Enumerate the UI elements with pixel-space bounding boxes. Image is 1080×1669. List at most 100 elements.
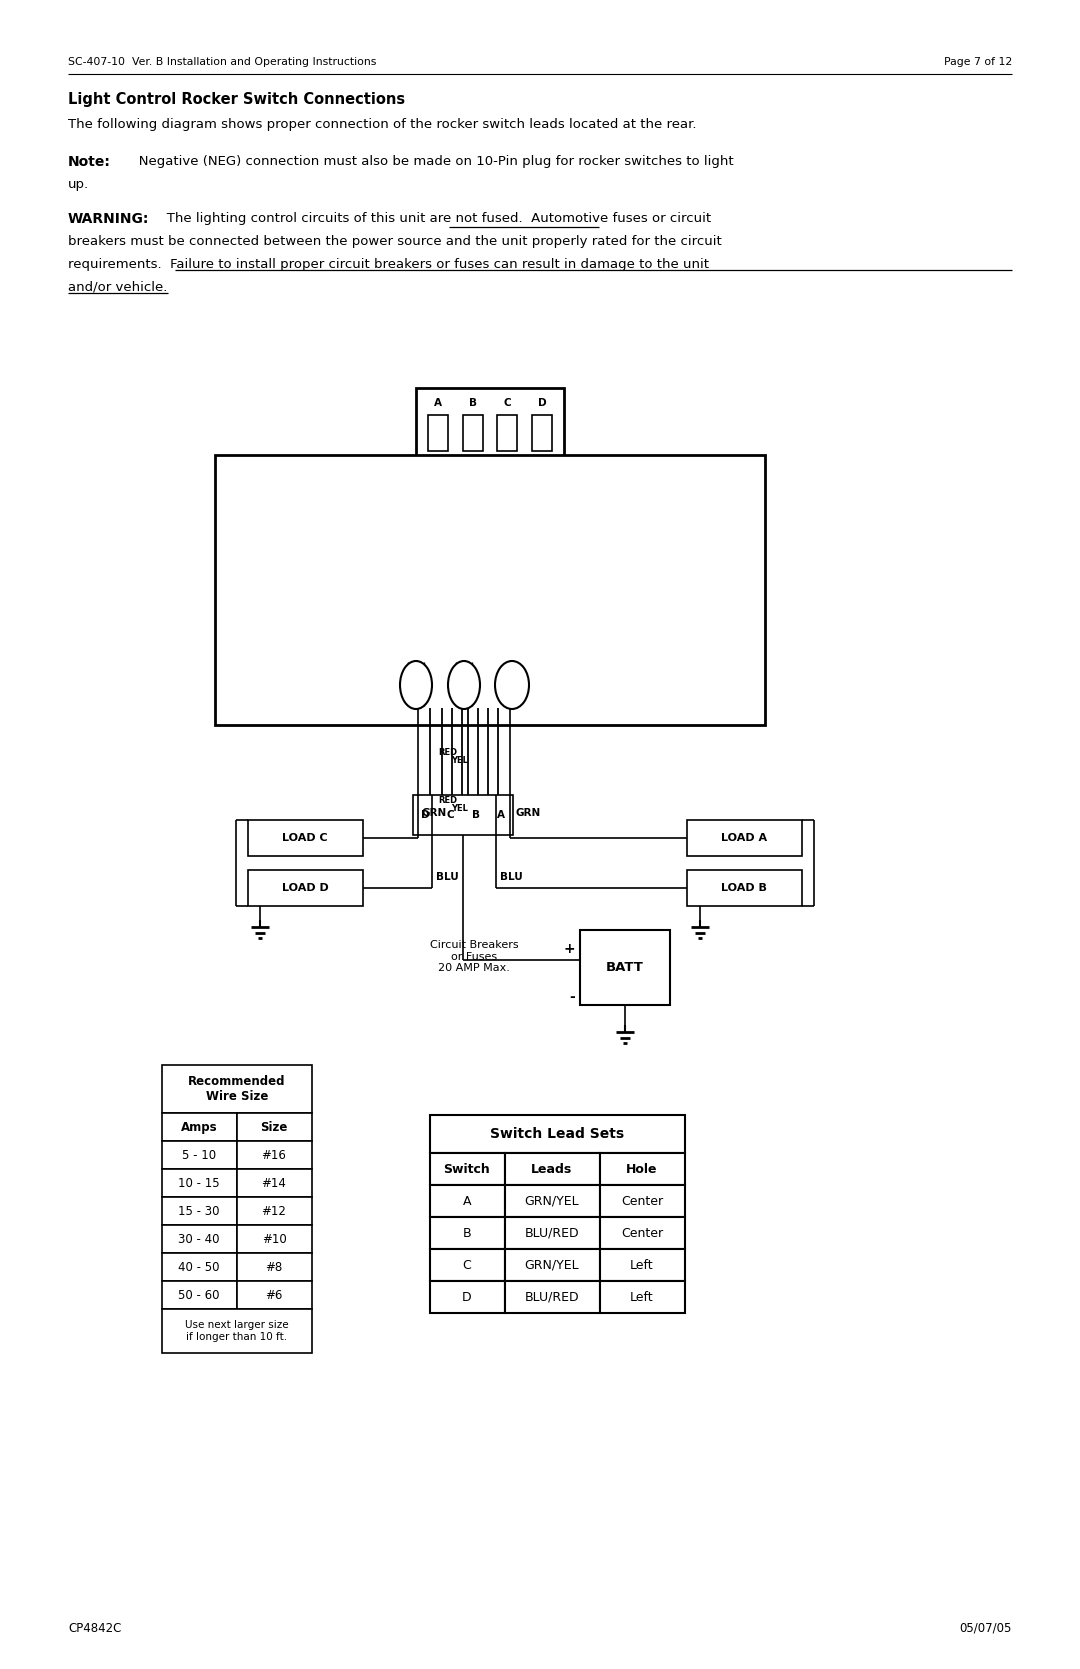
Bar	[162, 1282, 237, 1308]
Text: Center: Center	[621, 1195, 663, 1207]
Bar	[687, 819, 802, 856]
Bar	[416, 387, 564, 462]
Bar	[505, 1217, 600, 1248]
Text: 10 - 15: 10 - 15	[178, 1177, 220, 1190]
Text: CP4842C: CP4842C	[68, 1622, 121, 1634]
Bar	[430, 1248, 505, 1282]
Bar	[162, 1253, 237, 1282]
Text: #12: #12	[261, 1205, 286, 1217]
Bar	[532, 416, 552, 451]
Text: #6: #6	[266, 1288, 283, 1302]
Text: RED: RED	[438, 796, 457, 804]
Text: LOAD C: LOAD C	[282, 833, 328, 843]
Text: #14: #14	[261, 1177, 286, 1190]
Text: 5 - 10: 5 - 10	[181, 1148, 216, 1162]
Text: The lighting control circuits of this unit are not fused.  Automotive fuses or c: The lighting control circuits of this un…	[154, 212, 711, 225]
Bar	[687, 870, 802, 906]
Bar	[237, 1253, 312, 1282]
Text: Use next larger size
if longer than 10 ft.: Use next larger size if longer than 10 f…	[185, 1320, 288, 1342]
Bar	[237, 1168, 312, 1197]
Bar	[505, 1185, 600, 1217]
Bar	[580, 930, 670, 1005]
Text: BLU: BLU	[500, 871, 523, 881]
Ellipse shape	[448, 661, 480, 709]
Text: BLU/RED: BLU/RED	[525, 1227, 579, 1240]
Text: D: D	[462, 1290, 472, 1303]
Bar	[463, 416, 483, 451]
Text: Switch: Switch	[444, 1163, 490, 1175]
Text: GRN: GRN	[515, 808, 540, 818]
Text: YEL: YEL	[451, 756, 468, 764]
Text: LOAD A: LOAD A	[721, 833, 767, 843]
Text: BLU: BLU	[436, 871, 459, 881]
Text: 15 - 30: 15 - 30	[178, 1205, 219, 1217]
Text: Light Control Rocker Switch Connections: Light Control Rocker Switch Connections	[68, 92, 405, 107]
Text: Negative (NEG) connection must also be made on 10-Pin plug for rocker switches t: Negative (NEG) connection must also be m…	[126, 155, 733, 169]
Bar	[600, 1248, 685, 1282]
Text: RED: RED	[438, 748, 457, 756]
Text: -: -	[569, 990, 575, 1005]
Bar	[237, 1197, 312, 1225]
Bar	[430, 1217, 505, 1248]
Text: Hole: Hole	[626, 1163, 658, 1175]
Bar	[162, 1197, 237, 1225]
Text: D: D	[538, 397, 546, 407]
Bar	[497, 416, 517, 451]
Bar	[237, 1113, 312, 1142]
Text: B: B	[472, 809, 480, 819]
Text: Size: Size	[260, 1120, 287, 1133]
Text: A: A	[462, 1195, 471, 1207]
Bar	[600, 1282, 685, 1314]
Text: 40 - 50: 40 - 50	[178, 1260, 219, 1273]
Text: #16: #16	[261, 1148, 286, 1162]
Text: B: B	[469, 397, 477, 407]
Bar	[600, 1217, 685, 1248]
Bar	[430, 1115, 685, 1153]
Text: LOAD B: LOAD B	[721, 883, 767, 893]
Text: SC-407-10  Ver. B Installation and Operating Instructions: SC-407-10 Ver. B Installation and Operat…	[68, 57, 376, 67]
Bar	[237, 1225, 312, 1253]
Bar	[162, 1168, 237, 1197]
Text: +: +	[564, 941, 575, 956]
Bar	[430, 1185, 505, 1217]
Text: and/or vehicle.: and/or vehicle.	[68, 280, 167, 294]
Text: C: C	[446, 809, 454, 819]
Text: GRN/YEL: GRN/YEL	[525, 1195, 579, 1207]
Text: Leads: Leads	[531, 1163, 572, 1175]
Text: BATT: BATT	[606, 960, 644, 973]
Bar	[600, 1153, 685, 1185]
Bar	[600, 1185, 685, 1217]
Text: Left: Left	[631, 1258, 653, 1272]
Text: A: A	[434, 397, 442, 407]
Text: WARNING:: WARNING:	[68, 212, 149, 225]
Text: Recommended
Wire Size: Recommended Wire Size	[188, 1075, 286, 1103]
Text: breakers must be connected between the power source and the unit properly rated : breakers must be connected between the p…	[68, 235, 721, 249]
Bar	[248, 870, 363, 906]
Text: up.: up.	[68, 179, 90, 190]
Bar	[237, 1282, 312, 1308]
Text: A: A	[497, 809, 505, 819]
Bar	[430, 1282, 505, 1314]
Text: requirements.  Failure to install proper circuit breakers or fuses can result in: requirements. Failure to install proper …	[68, 259, 708, 270]
Bar	[162, 1225, 237, 1253]
Bar	[428, 416, 448, 451]
Text: #8: #8	[266, 1260, 283, 1273]
Bar	[237, 1142, 312, 1168]
Text: YEL: YEL	[451, 803, 468, 813]
Text: 05/07/05: 05/07/05	[960, 1622, 1012, 1634]
Text: Circuit Breakers
or Fuses
20 AMP Max.: Circuit Breakers or Fuses 20 AMP Max.	[430, 940, 518, 973]
Text: Page 7 of 12: Page 7 of 12	[944, 57, 1012, 67]
Text: 50 - 60: 50 - 60	[178, 1288, 219, 1302]
Ellipse shape	[400, 661, 432, 709]
Bar	[162, 1065, 312, 1113]
Text: BLU/RED: BLU/RED	[525, 1290, 579, 1303]
Text: LOAD D: LOAD D	[282, 883, 328, 893]
Bar	[162, 1142, 237, 1168]
Text: B: B	[462, 1227, 471, 1240]
Bar	[248, 819, 363, 856]
Bar	[505, 1282, 600, 1314]
Bar	[413, 794, 513, 834]
Text: Note:: Note:	[68, 155, 111, 169]
Text: C: C	[462, 1258, 471, 1272]
Ellipse shape	[495, 661, 529, 709]
